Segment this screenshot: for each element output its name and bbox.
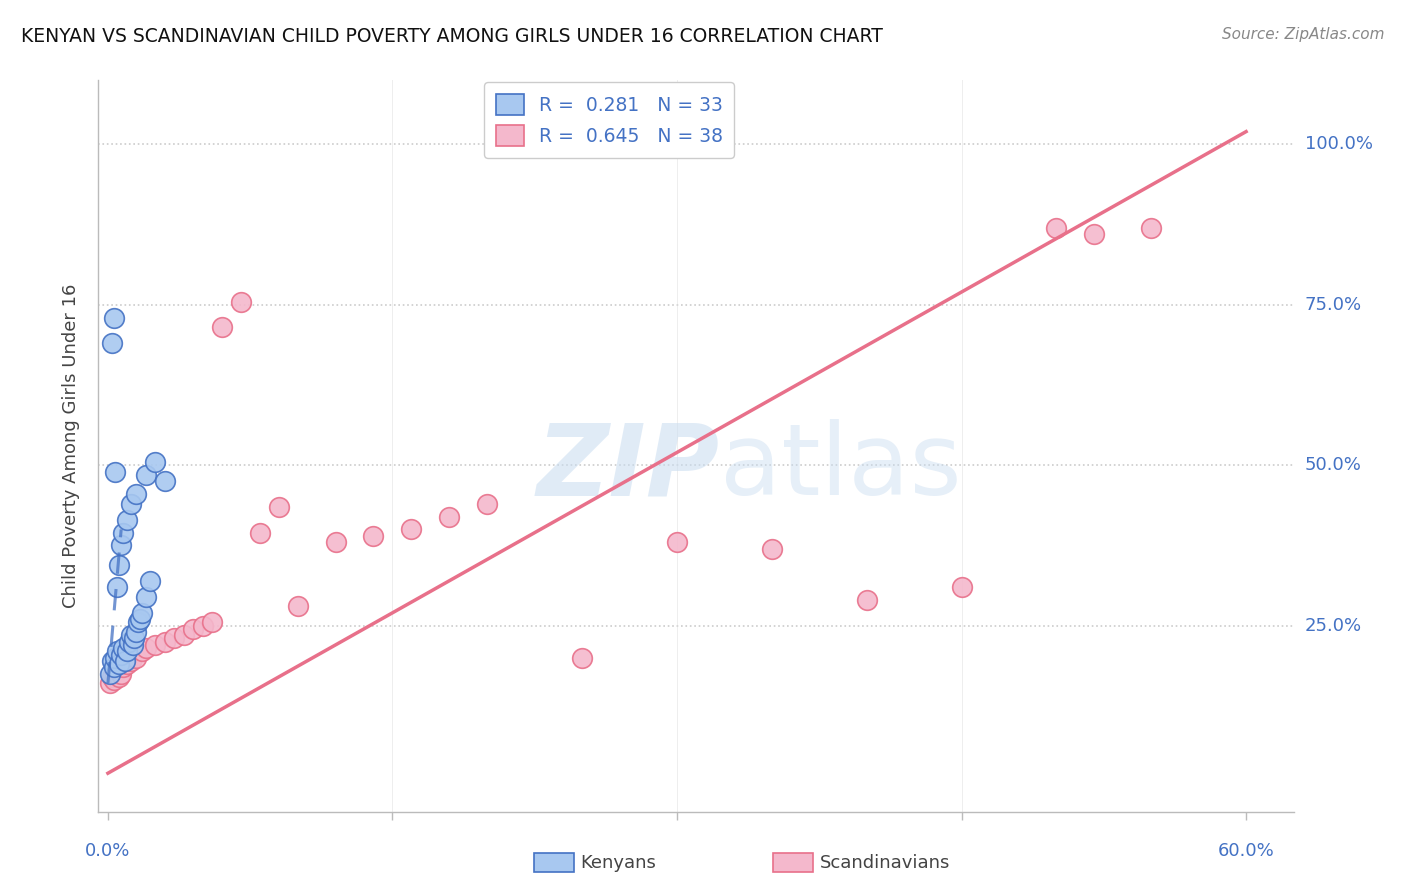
Point [267, 500, 290, 514]
Point [125, 625, 148, 640]
Point [138, 574, 160, 588]
Point [127, 615, 149, 630]
Point [143, 638, 166, 652]
Point [100, 654, 122, 668]
Point [98, 676, 121, 690]
Point [112, 641, 135, 656]
Point [201, 615, 224, 630]
Y-axis label: Child Poverty Among Girls Under 16: Child Poverty Among Girls Under 16 [62, 284, 80, 608]
Point [1083, 227, 1105, 242]
Point [98, 666, 121, 681]
Point [120, 497, 142, 511]
Point [112, 525, 135, 540]
Point [1045, 220, 1067, 235]
Point [105, 644, 128, 658]
Point [110, 666, 132, 681]
Point [125, 487, 148, 501]
Point [1140, 220, 1163, 235]
Point [100, 336, 122, 351]
Point [163, 632, 186, 646]
Point [104, 666, 127, 681]
Point [129, 612, 152, 626]
Text: 100.0%: 100.0% [1305, 136, 1372, 153]
Text: 25.0%: 25.0% [1305, 616, 1362, 634]
Point [249, 525, 271, 540]
Text: 60.0%: 60.0% [1218, 842, 1274, 860]
Point [173, 628, 195, 642]
Point [124, 632, 146, 646]
Point [118, 634, 141, 648]
Point [105, 664, 128, 678]
Point [135, 641, 157, 656]
Point [477, 497, 499, 511]
Point [950, 580, 973, 594]
Text: ZIP: ZIP [537, 419, 720, 516]
Point [112, 660, 135, 674]
Point [114, 654, 136, 668]
Point [229, 294, 252, 309]
Point [115, 657, 138, 672]
Text: Scandinavians: Scandinavians [820, 854, 950, 871]
Text: 0.0%: 0.0% [86, 842, 131, 860]
Point [153, 475, 176, 489]
Text: KENYAN VS SCANDINAVIAN CHILD POVERTY AMONG GIRLS UNDER 16 CORRELATION CHART: KENYAN VS SCANDINAVIAN CHILD POVERTY AMO… [21, 27, 883, 45]
Point [135, 467, 157, 482]
Text: Kenyans: Kenyans [581, 854, 657, 871]
Legend: R =  0.281   N = 33, R =  0.645   N = 38: R = 0.281 N = 33, R = 0.645 N = 38 [484, 82, 734, 158]
Text: atlas: atlas [720, 419, 962, 516]
Point [104, 650, 127, 665]
Point [153, 634, 176, 648]
Point [131, 606, 153, 620]
Point [287, 599, 309, 614]
Point [761, 541, 783, 556]
Point [115, 644, 138, 658]
Point [121, 638, 143, 652]
Point [103, 673, 125, 688]
Point [108, 670, 131, 684]
Point [181, 622, 204, 636]
Point [100, 670, 122, 684]
Point [325, 535, 347, 549]
Point [401, 523, 423, 537]
Text: Source: ZipAtlas.com: Source: ZipAtlas.com [1222, 27, 1385, 42]
Point [211, 320, 233, 334]
Point [104, 465, 127, 479]
Point [120, 628, 142, 642]
Point [131, 644, 153, 658]
Text: 75.0%: 75.0% [1305, 296, 1362, 314]
Point [120, 654, 142, 668]
Point [363, 529, 385, 543]
Point [110, 648, 132, 662]
Point [108, 558, 131, 572]
Point [143, 455, 166, 469]
Point [439, 509, 461, 524]
Point [666, 535, 689, 549]
Point [125, 650, 148, 665]
Point [135, 590, 157, 604]
Point [191, 618, 214, 632]
Text: 50.0%: 50.0% [1305, 456, 1361, 475]
Point [103, 660, 125, 674]
Point [108, 657, 131, 672]
Point [115, 513, 138, 527]
Point [855, 593, 877, 607]
Point [110, 538, 132, 552]
Point [105, 580, 128, 594]
Point [103, 310, 125, 325]
Point [571, 650, 593, 665]
